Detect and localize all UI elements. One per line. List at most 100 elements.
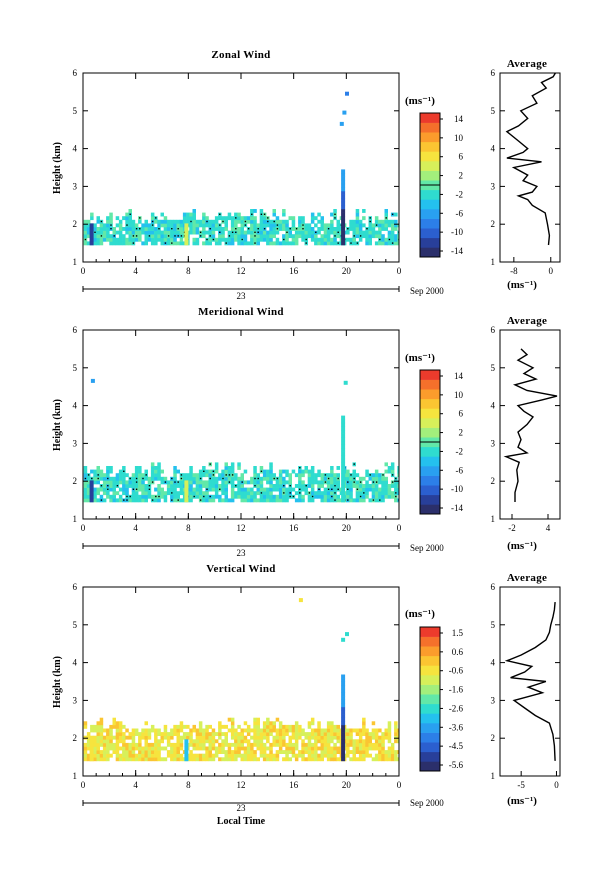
field-cell <box>131 735 136 740</box>
field-cell <box>115 732 120 736</box>
meridional-wind-month-label: Sep 2000 <box>410 543 444 553</box>
field-cell <box>237 234 241 239</box>
contour-dot <box>241 238 243 241</box>
field-cell <box>150 234 155 239</box>
field-cell <box>96 466 100 470</box>
column-cell <box>341 433 346 438</box>
contour-dot <box>289 485 291 487</box>
field-cell <box>198 721 203 726</box>
field-cell <box>96 241 100 246</box>
contour-dot <box>305 238 307 241</box>
field-cell <box>291 487 296 492</box>
field-cell <box>218 216 222 221</box>
field-cell <box>333 476 337 481</box>
field-cell <box>310 753 315 758</box>
field-cell <box>397 750 399 754</box>
field-cell <box>320 746 324 751</box>
field-cell <box>195 742 200 747</box>
field-cell <box>118 473 123 478</box>
field-cell <box>317 757 321 762</box>
field-cell <box>278 219 283 224</box>
field-cell <box>310 498 315 503</box>
field-cell <box>176 241 180 246</box>
field-cell <box>141 227 145 231</box>
field-cell <box>122 480 126 485</box>
field-cell <box>365 484 369 488</box>
field-cell <box>128 498 132 503</box>
field-cell <box>301 757 305 762</box>
profile-y-tick-label: 2 <box>491 219 496 229</box>
field-cell <box>301 728 305 733</box>
contour-dot <box>353 477 355 480</box>
contour-dot <box>199 499 202 501</box>
field-cell <box>102 480 107 485</box>
contour-dot <box>132 242 135 244</box>
field-cell <box>355 728 360 733</box>
column-cell <box>341 237 346 242</box>
contour-dot <box>206 238 208 241</box>
column-cell <box>341 173 346 177</box>
field-cell <box>102 750 107 754</box>
field-cell <box>221 469 225 474</box>
column-cell <box>341 480 346 485</box>
field-cell <box>118 757 123 762</box>
field-cell <box>259 750 264 754</box>
field-cell <box>294 491 299 496</box>
field-cell <box>314 728 318 733</box>
column-cell <box>341 451 346 456</box>
field-cell <box>115 735 120 740</box>
field-cell <box>195 491 200 496</box>
field-cell <box>256 746 260 751</box>
field-cell <box>394 753 398 758</box>
field-cell <box>320 732 324 736</box>
field-cell <box>163 227 168 231</box>
field-cell <box>176 753 180 758</box>
field-cell <box>173 227 177 231</box>
streak-cell <box>184 223 189 228</box>
field-cell <box>160 732 164 736</box>
field-cell <box>109 241 113 246</box>
field-cell <box>323 494 328 499</box>
field-cell <box>256 757 260 762</box>
field-cell <box>160 219 164 224</box>
field-cell <box>144 757 148 762</box>
field-cell <box>179 757 184 762</box>
field-cell <box>157 746 161 751</box>
field-cell <box>378 750 382 754</box>
field-cell <box>109 742 113 747</box>
field-cell <box>112 746 116 751</box>
field-cell <box>202 216 206 221</box>
column-cell <box>341 455 346 460</box>
field-cell <box>304 735 308 740</box>
contour-dot <box>167 235 170 237</box>
field-cell <box>278 476 283 481</box>
field-cell <box>202 757 206 762</box>
field-cell <box>109 746 113 751</box>
field-cell <box>272 212 276 217</box>
field-cell <box>131 230 136 235</box>
field-cell <box>93 223 97 228</box>
field-cell <box>125 241 129 246</box>
field-cell <box>355 742 360 747</box>
field-cell <box>96 721 100 726</box>
field-cell <box>330 476 334 481</box>
field-cell <box>179 491 184 496</box>
zonal-wind-profile-title: Average <box>507 58 547 70</box>
field-cell <box>250 241 254 246</box>
field-cell <box>272 227 276 231</box>
field-cell <box>317 724 321 729</box>
field-cell <box>125 750 129 754</box>
contour-dot <box>129 477 131 480</box>
field-cell <box>163 223 168 228</box>
field-cell <box>285 757 289 762</box>
field-cell <box>317 219 321 224</box>
field-cell <box>230 728 235 733</box>
field-cell <box>160 212 164 217</box>
field-cell <box>282 735 286 740</box>
streak-cell <box>89 230 94 235</box>
field-cell <box>205 739 209 744</box>
field-cell <box>134 223 139 228</box>
column-cell <box>341 674 346 679</box>
field-cell <box>234 494 238 499</box>
